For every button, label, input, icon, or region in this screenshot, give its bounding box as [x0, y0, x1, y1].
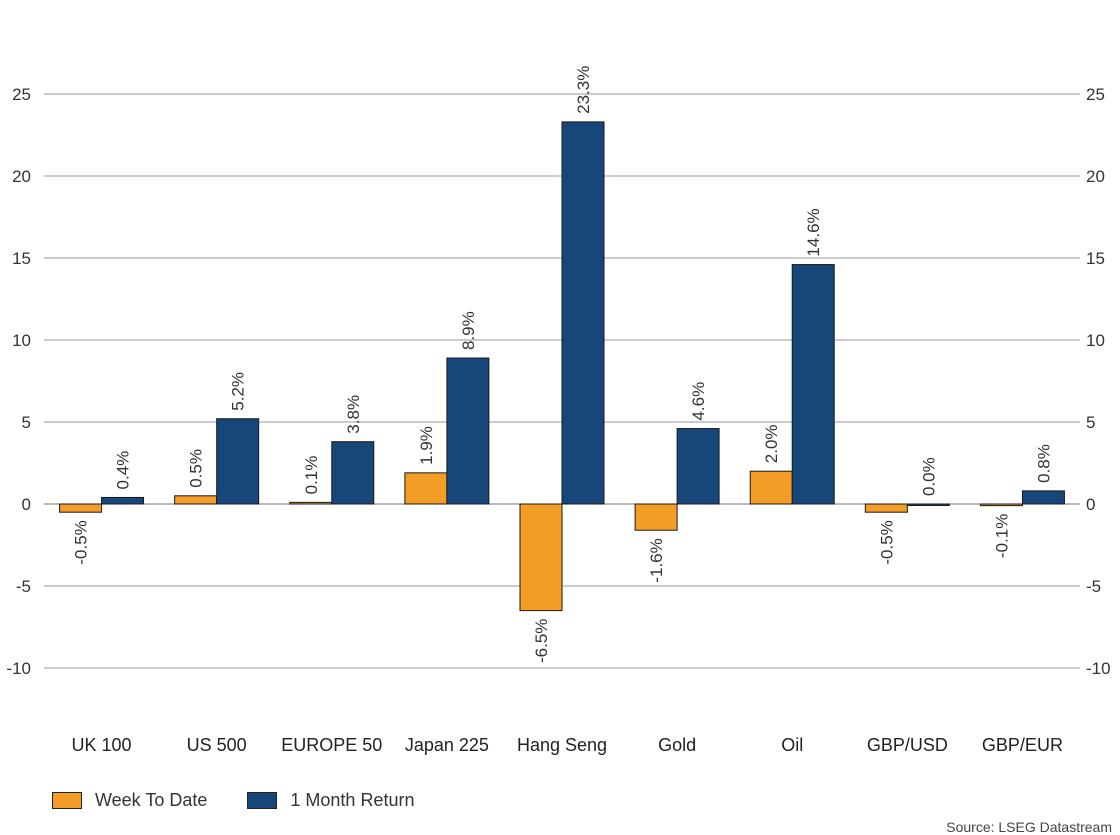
axis-ticks: -10 -10 -5 -5 0 0 5 5 10 10 15 15 20 20 25 25: [6, 85, 1110, 678]
source-note: Source: LSEG Datastream: [946, 819, 1112, 835]
bar-week-2: [289, 501, 333, 505]
y-tick-right-5: 5: [1086, 413, 1095, 432]
category-labels: UK 100 US 500 EUROPE 50 Japan 225 Hang Seng G…: [72, 735, 1063, 755]
y-tick-right-15: 15: [1086, 249, 1105, 268]
y-tick-right-20: 20: [1086, 167, 1105, 186]
category-label-0: UK 100: [72, 735, 132, 755]
data-label-month-2: 3.8%: [344, 395, 363, 434]
data-label-month-6: 14.6%: [804, 208, 823, 256]
bar-month-1: [216, 418, 260, 505]
bar-month-3: [446, 357, 490, 505]
bar-month-7: [906, 503, 950, 506]
bar-month-2: [331, 441, 375, 505]
bar-month-4: [561, 121, 605, 505]
legend-swatch-week-to-date: [52, 792, 82, 809]
data-label-month-0: 0.4%: [114, 451, 133, 490]
legend-item-week-to-date[interactable]: Week To Date: [52, 790, 207, 811]
data-labels: -0.5% 0.4% 0.5% 5.2% 0.1% 3.8% 1.9% 8.9% -6.5% 23…: [72, 66, 1054, 663]
legend-label-week-to-date: Week To Date: [95, 790, 208, 810]
legend-swatch-1-month-return: [247, 792, 278, 809]
data-label-month-7: 0.0%: [919, 457, 938, 496]
legend-label-1-month-return: 1 Month Return: [290, 790, 415, 810]
data-label-week-0: -0.5%: [72, 520, 91, 564]
y-tick-right-10: 10: [1086, 331, 1105, 350]
category-label-3: Japan 225: [405, 735, 489, 755]
category-label-8: GBP/EUR: [982, 735, 1063, 755]
bar-week-3: [404, 472, 448, 505]
data-label-month-1: 5.2%: [229, 372, 248, 411]
bar-week-8: [979, 503, 1023, 507]
y-tick-left--10: -10: [6, 659, 31, 678]
legend: Week To Date 1 Month Return: [52, 790, 454, 811]
legend-item-1-month-return[interactable]: 1 Month Return: [247, 790, 414, 811]
data-label-week-1: 0.5%: [187, 449, 206, 488]
bar-month-8: [1021, 490, 1065, 505]
bars: [59, 121, 1065, 612]
category-label-5: Gold: [658, 735, 696, 755]
y-tick-left-5: 5: [22, 413, 31, 432]
bar-week-0: [59, 503, 103, 513]
y-tick-left-20: 20: [12, 167, 31, 186]
data-label-week-5: -1.6%: [647, 538, 666, 582]
y-tick-left--5: -5: [16, 577, 31, 596]
y-tick-left-0: 0: [22, 495, 31, 514]
category-label-1: US 500: [187, 735, 247, 755]
bar-month-6: [791, 264, 835, 505]
bar-week-5: [634, 503, 678, 531]
bar-week-6: [749, 470, 793, 505]
data-label-week-6: 2.0%: [762, 424, 781, 463]
y-tick-right-25: 25: [1086, 85, 1105, 104]
data-label-week-2: 0.1%: [302, 456, 321, 495]
category-label-6: Oil: [781, 735, 803, 755]
bar-month-5: [676, 428, 720, 505]
y-tick-left-15: 15: [12, 249, 31, 268]
data-label-week-8: -0.1%: [992, 514, 1011, 558]
data-label-month-8: 0.8%: [1034, 444, 1053, 483]
bar-week-7: [864, 503, 908, 513]
data-label-month-3: 8.9%: [459, 311, 478, 350]
category-label-4: Hang Seng: [517, 735, 607, 755]
y-tick-left-10: 10: [12, 331, 31, 350]
y-tick-right-0: 0: [1086, 495, 1095, 514]
y-tick-right--5: -5: [1086, 577, 1101, 596]
category-label-2: EUROPE 50: [281, 735, 382, 755]
data-label-week-4: -6.5%: [532, 619, 551, 663]
data-label-week-3: 1.9%: [417, 426, 436, 465]
category-label-7: GBP/USD: [867, 735, 948, 755]
bar-week-4: [519, 503, 563, 612]
data-label-week-7: -0.5%: [877, 520, 896, 564]
data-label-month-4: 23.3%: [574, 66, 593, 114]
y-tick-right--10: -10: [1086, 659, 1111, 678]
data-label-month-5: 4.6%: [689, 382, 708, 421]
bar-week-1: [174, 495, 218, 505]
bar-month-0: [101, 496, 145, 505]
y-tick-left-25: 25: [12, 85, 31, 104]
